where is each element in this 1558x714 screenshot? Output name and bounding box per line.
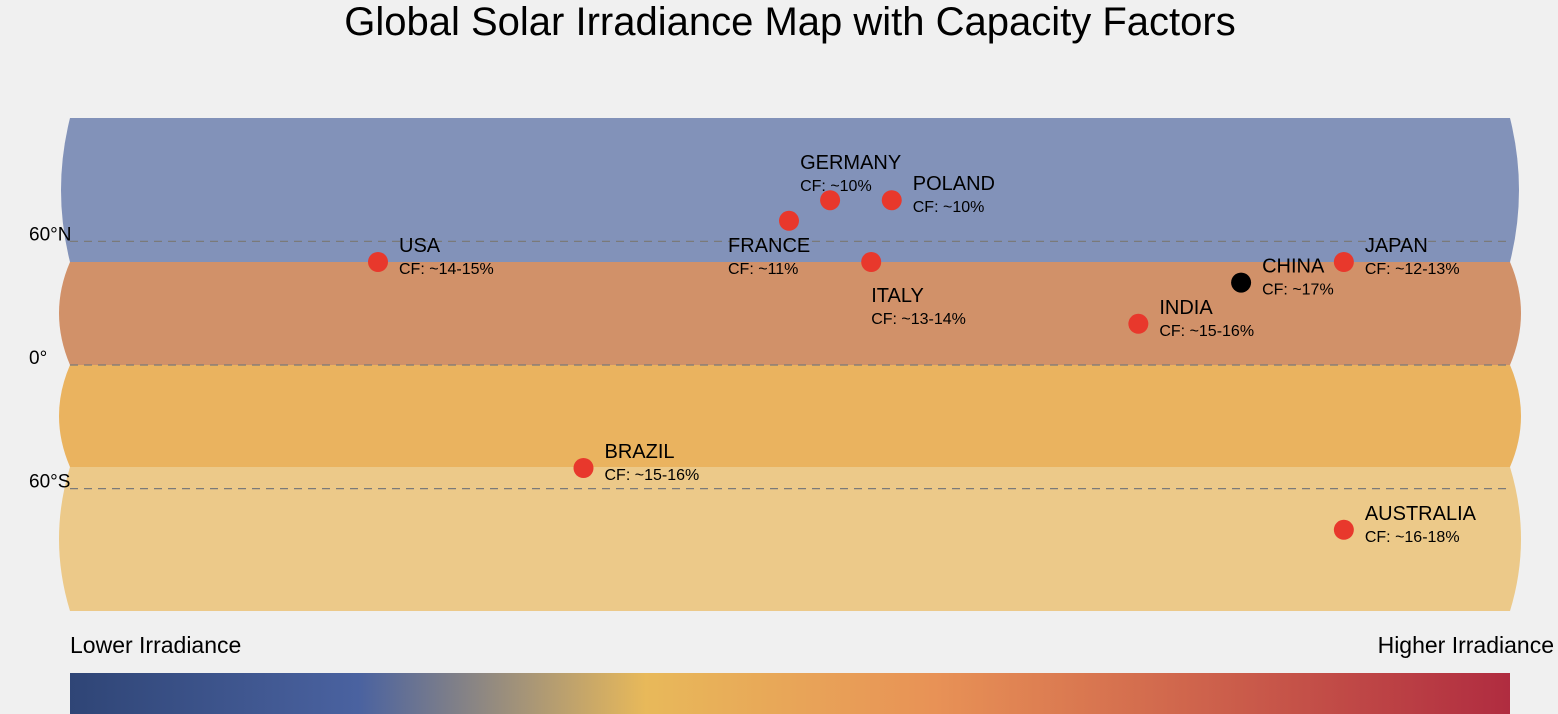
legend-gradient-bar (70, 673, 1510, 714)
location-name: AUSTRALIA (1365, 503, 1477, 525)
location-marker[interactable] (573, 458, 594, 478)
latitude-label: 0° (29, 348, 47, 369)
location-usa[interactable]: USA CF: ~14-15% (368, 235, 494, 278)
capacity-factor-label: CF: ~10% (800, 178, 872, 195)
location-germany[interactable]: GERMANY CF: ~10% (800, 152, 901, 211)
latitude-label: 60°S (29, 472, 70, 493)
location-marker[interactable] (1231, 272, 1252, 293)
capacity-factor-label: CF: ~14-15% (399, 261, 494, 278)
location-australia[interactable]: AUSTRALIA CF: ~16-18% (1333, 503, 1477, 546)
location-name: JAPAN (1365, 235, 1428, 257)
location-marker[interactable] (1333, 252, 1354, 272)
irradiance-legend: Lower Irradiance Higher Irradiance (70, 632, 1554, 714)
legend-high-label: Higher Irradiance (1378, 632, 1554, 658)
location-marker[interactable] (861, 252, 882, 272)
capacity-factor-label: CF: ~15-16% (605, 467, 700, 484)
capacity-factor-label: CF: ~15-16% (1159, 323, 1254, 340)
location-name: FRANCE (728, 235, 810, 257)
latitude-gridlines: 60°N 0° 60°S (29, 224, 1510, 493)
location-marker[interactable] (368, 252, 388, 272)
band-north-low-irradiance (61, 118, 1519, 262)
location-name: ITALY (871, 285, 924, 307)
location-marker[interactable] (779, 210, 799, 231)
location-name: CHINA (1262, 256, 1325, 278)
capacity-factor-label: CF: ~12-13% (1365, 261, 1460, 278)
location-marker[interactable] (1128, 313, 1149, 334)
band-equator-south (59, 365, 1521, 467)
location-india[interactable]: INDIA CF: ~15-16% (1128, 297, 1254, 340)
location-markers: USA CF: ~14-15% BRAZIL CF: ~15-16% FRANCE CF:… (368, 152, 1477, 546)
capacity-factor-label: CF: ~16-18% (1365, 529, 1460, 546)
band-south-high-irradiance (59, 467, 1521, 611)
band-equator-north (59, 262, 1521, 365)
capacity-factor-label: CF: ~17% (1262, 282, 1334, 299)
location-name: BRAZIL (605, 441, 675, 463)
location-japan[interactable]: JAPAN CF: ~12-13% (1333, 235, 1460, 278)
legend-low-label: Lower Irradiance (70, 632, 241, 658)
location-name: POLAND (913, 173, 995, 195)
irradiance-bands (59, 118, 1521, 611)
location-marker[interactable] (820, 190, 841, 211)
latitude-label: 60°N (29, 224, 71, 245)
location-marker[interactable] (881, 190, 902, 211)
capacity-factor-label: CF: ~11% (728, 261, 798, 278)
location-name: INDIA (1159, 297, 1213, 319)
location-name: GERMANY (800, 152, 901, 174)
location-france[interactable]: FRANCE CF: ~11% (728, 210, 810, 278)
map-title: Global Solar Irradiance Map with Capacit… (344, 0, 1235, 44)
capacity-factor-label: CF: ~13-14% (871, 311, 966, 328)
location-china[interactable]: CHINA CF: ~17% (1231, 256, 1334, 299)
location-poland[interactable]: POLAND CF: ~10% (881, 173, 995, 216)
capacity-factor-label: CF: ~10% (913, 199, 985, 216)
location-brazil[interactable]: BRAZIL CF: ~15-16% (573, 441, 700, 484)
location-italy[interactable]: ITALY CF: ~13-14% (861, 252, 966, 328)
location-name: USA (399, 235, 441, 257)
location-marker[interactable] (1333, 519, 1354, 540)
